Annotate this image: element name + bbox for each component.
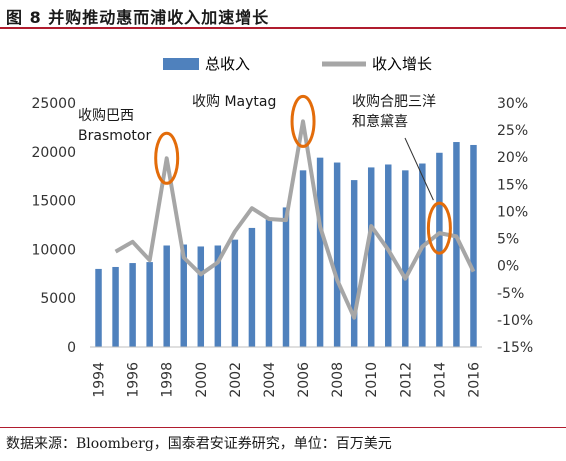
y-right-tick-label: 0% [497,259,519,275]
bar-revenue-2000 [197,246,205,347]
acquisition-marker-2006 [290,94,316,148]
x-tick-label: 1996 [126,362,142,398]
bar-revenue-2001 [214,245,222,347]
bar-revenue-2002 [231,239,239,347]
bar-revenue-2005 [282,207,290,347]
source-note: 数据来源：Bloomberg，国泰君安证券研究，单位：百万美元 [6,436,392,452]
bar-revenue-2014 [436,152,443,347]
bar-revenue-2012 [402,170,409,347]
y-left-axis: 0 5000 10000 15000 20000 25000 [31,96,76,356]
x-tick-label: 2000 [194,362,210,398]
x-tick-label: 2004 [262,362,278,398]
growth-line [114,119,476,320]
bar-revenue-2016 [470,144,477,347]
acquisition-marker-1998 [154,131,180,185]
y-left-tick-label: 15000 [31,194,76,210]
annotation-label: 收购巴西 [78,108,134,124]
y-left-tick-label: 0 [67,340,76,356]
y-right-tick-label: -15% [497,340,533,356]
y-right-tick-label: 20% [497,150,528,166]
annotation-label: 收购 Maytag [192,94,276,110]
acquisition-marker-2014 [426,201,452,255]
annotation-label: 收购合肥三洋 [352,94,436,110]
y-right-tick-label: 30% [497,96,528,112]
bar-revenue-1994 [95,268,102,347]
x-tick-label: 2016 [466,362,482,398]
legend-line-label: 收入增长 [372,55,432,73]
y-left-tick-label: 20000 [31,145,76,161]
bar-revenue-2013 [419,163,426,347]
bar-revenue-2009 [350,180,358,347]
y-left-tick-label: 10000 [31,242,76,258]
title-rule [0,27,566,29]
x-tick-label: 2006 [296,362,312,398]
y-right-axis: -15% -10% -5% 0% 5% 10% 15% 20% 25% 30% [497,96,533,356]
y-left-tick-label: 25000 [31,96,76,112]
x-tick-label: 2010 [364,362,380,398]
x-tick-label: 1998 [160,362,176,398]
y-right-tick-label: 25% [497,123,528,139]
y-right-tick-label: -5% [497,286,524,302]
x-tick-label: 2012 [398,362,414,398]
bar-revenue-1998 [163,245,170,347]
legend-bar-label: 总收入 [205,55,250,73]
bar-revenue-2003 [248,227,256,347]
bar-revenue-2011 [385,164,392,347]
bars [95,142,477,347]
bar-revenue-2015 [453,142,460,347]
y-right-tick-label: 5% [497,232,519,248]
x-tick-label: 2002 [228,362,244,398]
y-right-tick-label: 15% [497,177,528,193]
bar-revenue-2006 [299,170,307,347]
bar-revenue-1997 [146,262,153,347]
annotation-label: Brasmotor [78,128,151,144]
bar-revenue-1996 [129,263,136,347]
bar-revenue-2007 [316,157,324,347]
y-right-tick-label: -10% [497,313,533,329]
growth-line-path [114,119,476,320]
y-right-tick-label: 10% [497,204,528,220]
bar-revenue-2008 [333,162,341,347]
bar-revenue-1999 [180,244,187,347]
bar-revenue-1995 [112,266,119,347]
annotation-label: 和意黛喜 [352,113,408,130]
legend-bar-swatch [163,58,199,70]
bar-revenue-2010 [367,167,375,347]
x-tick-label: 2014 [432,362,448,398]
bottom-rule [0,427,566,428]
y-left-tick-label: 5000 [40,291,76,307]
annotation-pointer [404,137,434,201]
bar-revenue-2004 [265,218,273,347]
legend: 总收入 收入增长 [163,55,432,73]
acquisition-markers [154,94,452,255]
figure-title: 图 8 并购推动惠而浦收入加速增长 [6,8,270,27]
x-tick-label: 1994 [92,362,108,398]
x-axis: 1994 1996 1998 2000 2002 2004 2006 2008 2010 2012… [92,362,483,398]
x-tick-label: 2008 [330,362,346,398]
